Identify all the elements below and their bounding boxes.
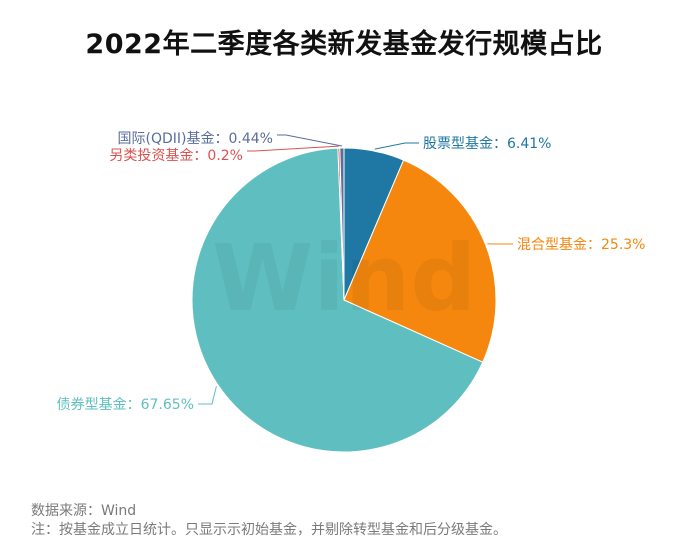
slice-label-5: 国际(QDII)基金：0.44% (118, 130, 273, 147)
chart-footer: 数据来源：Wind 注：按基金成立日统计。只显示示初始基金，并剔除转型基金和后分… (31, 502, 507, 540)
slice-label-2: 混合型基金：25.3% (517, 236, 645, 253)
leader-line-1 (375, 143, 419, 149)
slice-label-4: 另类投资基金：0.2% (109, 147, 243, 164)
slice-label-3: 债券型基金：67.65% (57, 396, 194, 413)
methodology-note: 注：按基金成立日统计。只显示示初始基金，并剔除转型基金和后分级基金。 (31, 521, 507, 540)
leader-line-5 (277, 135, 342, 146)
leader-line-3 (198, 386, 216, 404)
data-source-note: 数据来源：Wind (31, 502, 507, 521)
slice-label-1: 股票型基金：6.41% (423, 135, 551, 152)
watermark: Wind (212, 225, 476, 332)
